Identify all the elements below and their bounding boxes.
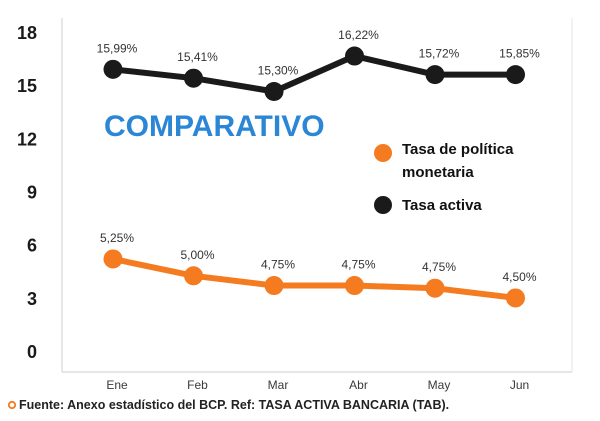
y-tick-label: 6 xyxy=(27,236,37,256)
legend-label-tasa-politica-line2: monetaria xyxy=(402,164,474,181)
data-label: 15,99% xyxy=(97,41,138,55)
y-tick-label: 18 xyxy=(17,23,37,43)
legend-swatch-tasa-activa xyxy=(374,196,392,214)
x-tick-label: May xyxy=(428,378,451,392)
source-bullet-icon xyxy=(7,400,17,410)
data-point xyxy=(425,65,445,85)
data-label: 15,85% xyxy=(499,47,540,61)
legend: Tasa de política monetaria Tasa activa xyxy=(374,141,514,214)
data-label: 15,41% xyxy=(177,50,218,64)
data-point xyxy=(506,65,525,85)
legend-label-tasa-politica-line1: Tasa de política xyxy=(402,141,514,158)
series-1: 15,99% 15,41% 15,30% 16,22% 15,72% 15,85% xyxy=(97,28,540,101)
data-label: 4,50% xyxy=(502,270,536,284)
x-tick-label: Abr xyxy=(349,378,368,392)
series-layer: 5,25% 5,00% 4,75% 4,75% 4,75% 4,50% 15,99% 15,4… xyxy=(97,28,540,308)
data-point xyxy=(264,81,284,101)
data-label: 15,30% xyxy=(258,63,299,77)
source-text: Fuente: Anexo estadístico del BCP. Ref: … xyxy=(19,398,449,412)
series-line xyxy=(110,53,519,95)
data-point xyxy=(184,68,203,88)
data-label: 4,75% xyxy=(422,260,456,274)
data-point xyxy=(264,276,284,296)
data-label: 4,75% xyxy=(341,258,375,272)
data-label: 4,75% xyxy=(261,258,295,272)
data-point xyxy=(345,46,364,66)
data-point xyxy=(103,59,123,79)
x-tick-label: Jun xyxy=(510,378,529,392)
data-point xyxy=(425,278,445,298)
y-tick-label: 0 xyxy=(27,342,37,362)
source-note: Fuente: Anexo estadístico del BCP. Ref: … xyxy=(7,398,449,412)
x-tick-label: Feb xyxy=(187,378,208,392)
x-tick-label: Mar xyxy=(268,378,289,392)
data-point xyxy=(506,288,525,308)
x-tick-label: Ene xyxy=(106,378,128,392)
data-label: 16,22% xyxy=(338,28,379,42)
chart-title: COMPARATIVO xyxy=(104,110,325,143)
y-tick-label: 12 xyxy=(17,129,37,149)
legend-label-tasa-activa: Tasa activa xyxy=(402,197,482,214)
data-point xyxy=(184,266,203,286)
legend-swatch-tasa-politica xyxy=(374,144,392,162)
data-point xyxy=(345,276,364,296)
data-label: 15,72% xyxy=(419,47,460,61)
series-0: 5,25% 5,00% 4,75% 4,75% 4,75% 4,50% xyxy=(100,231,537,308)
y-tick-label: 9 xyxy=(27,183,37,203)
data-label: 5,25% xyxy=(100,231,134,245)
series-line xyxy=(110,255,519,301)
y-tick-label: 3 xyxy=(27,289,37,309)
x-axis-ticks: Ene Feb Mar Abr May Jun xyxy=(106,378,529,392)
y-tick-label: 15 xyxy=(17,76,37,96)
data-point xyxy=(103,249,123,269)
plot-frame xyxy=(61,18,573,373)
y-axis-ticks: 0 3 6 9 12 15 18 xyxy=(17,23,37,362)
data-label: 5,00% xyxy=(180,248,214,262)
